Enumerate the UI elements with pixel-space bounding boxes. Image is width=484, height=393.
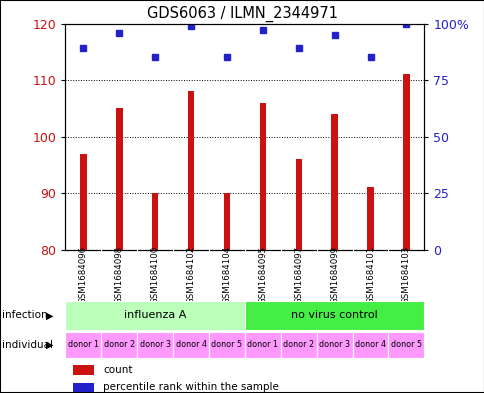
- Text: influenza A: influenza A: [124, 310, 186, 320]
- Bar: [73, 365, 94, 375]
- Bar: [223, 193, 230, 250]
- Bar: [280, 332, 316, 358]
- Bar: [65, 301, 244, 330]
- Text: donor 3: donor 3: [318, 340, 349, 349]
- Text: GSM1684102: GSM1684102: [186, 246, 195, 304]
- Text: donor 1: donor 1: [68, 340, 99, 349]
- Bar: [295, 159, 302, 250]
- Text: infection: infection: [2, 310, 48, 320]
- Bar: [187, 92, 194, 250]
- Text: GSM1684095: GSM1684095: [258, 246, 267, 304]
- Text: GSM1684097: GSM1684097: [294, 246, 302, 304]
- Bar: [402, 74, 409, 250]
- Text: donor 5: donor 5: [211, 340, 242, 349]
- Text: GSM1684104: GSM1684104: [222, 246, 231, 304]
- Bar: [137, 332, 173, 358]
- Bar: [259, 103, 266, 250]
- Text: percentile rank within the sample: percentile rank within the sample: [103, 382, 278, 392]
- Text: count: count: [103, 365, 133, 375]
- Bar: [331, 114, 337, 250]
- Text: GSM1684098: GSM1684098: [115, 246, 123, 304]
- Bar: [173, 332, 209, 358]
- Bar: [316, 332, 352, 358]
- Text: ▶: ▶: [46, 310, 53, 320]
- Bar: [151, 193, 158, 250]
- Bar: [116, 108, 122, 250]
- Bar: [366, 187, 373, 250]
- Text: no virus control: no virus control: [291, 310, 377, 320]
- Text: donor 5: donor 5: [390, 340, 421, 349]
- Bar: [101, 332, 137, 358]
- Text: GSM1684100: GSM1684100: [151, 246, 159, 304]
- Text: GSM1684101: GSM1684101: [365, 246, 374, 304]
- Bar: [388, 332, 424, 358]
- Bar: [209, 332, 244, 358]
- Text: donor 4: donor 4: [175, 340, 206, 349]
- Text: ▶: ▶: [46, 340, 53, 350]
- Bar: [73, 382, 94, 392]
- Text: GSM1684103: GSM1684103: [401, 246, 410, 304]
- Bar: [244, 332, 280, 358]
- Text: donor 2: donor 2: [283, 340, 314, 349]
- Text: individual: individual: [2, 340, 53, 350]
- Text: GDS6063 / ILMN_2344971: GDS6063 / ILMN_2344971: [147, 6, 337, 22]
- Bar: [244, 301, 424, 330]
- Text: donor 4: donor 4: [354, 340, 385, 349]
- Bar: [80, 154, 87, 250]
- Bar: [352, 332, 388, 358]
- Text: donor 1: donor 1: [247, 340, 278, 349]
- Text: GSM1684099: GSM1684099: [330, 246, 338, 304]
- Text: donor 2: donor 2: [104, 340, 135, 349]
- Text: donor 3: donor 3: [139, 340, 170, 349]
- Text: GSM1684096: GSM1684096: [79, 246, 88, 304]
- Bar: [65, 332, 101, 358]
